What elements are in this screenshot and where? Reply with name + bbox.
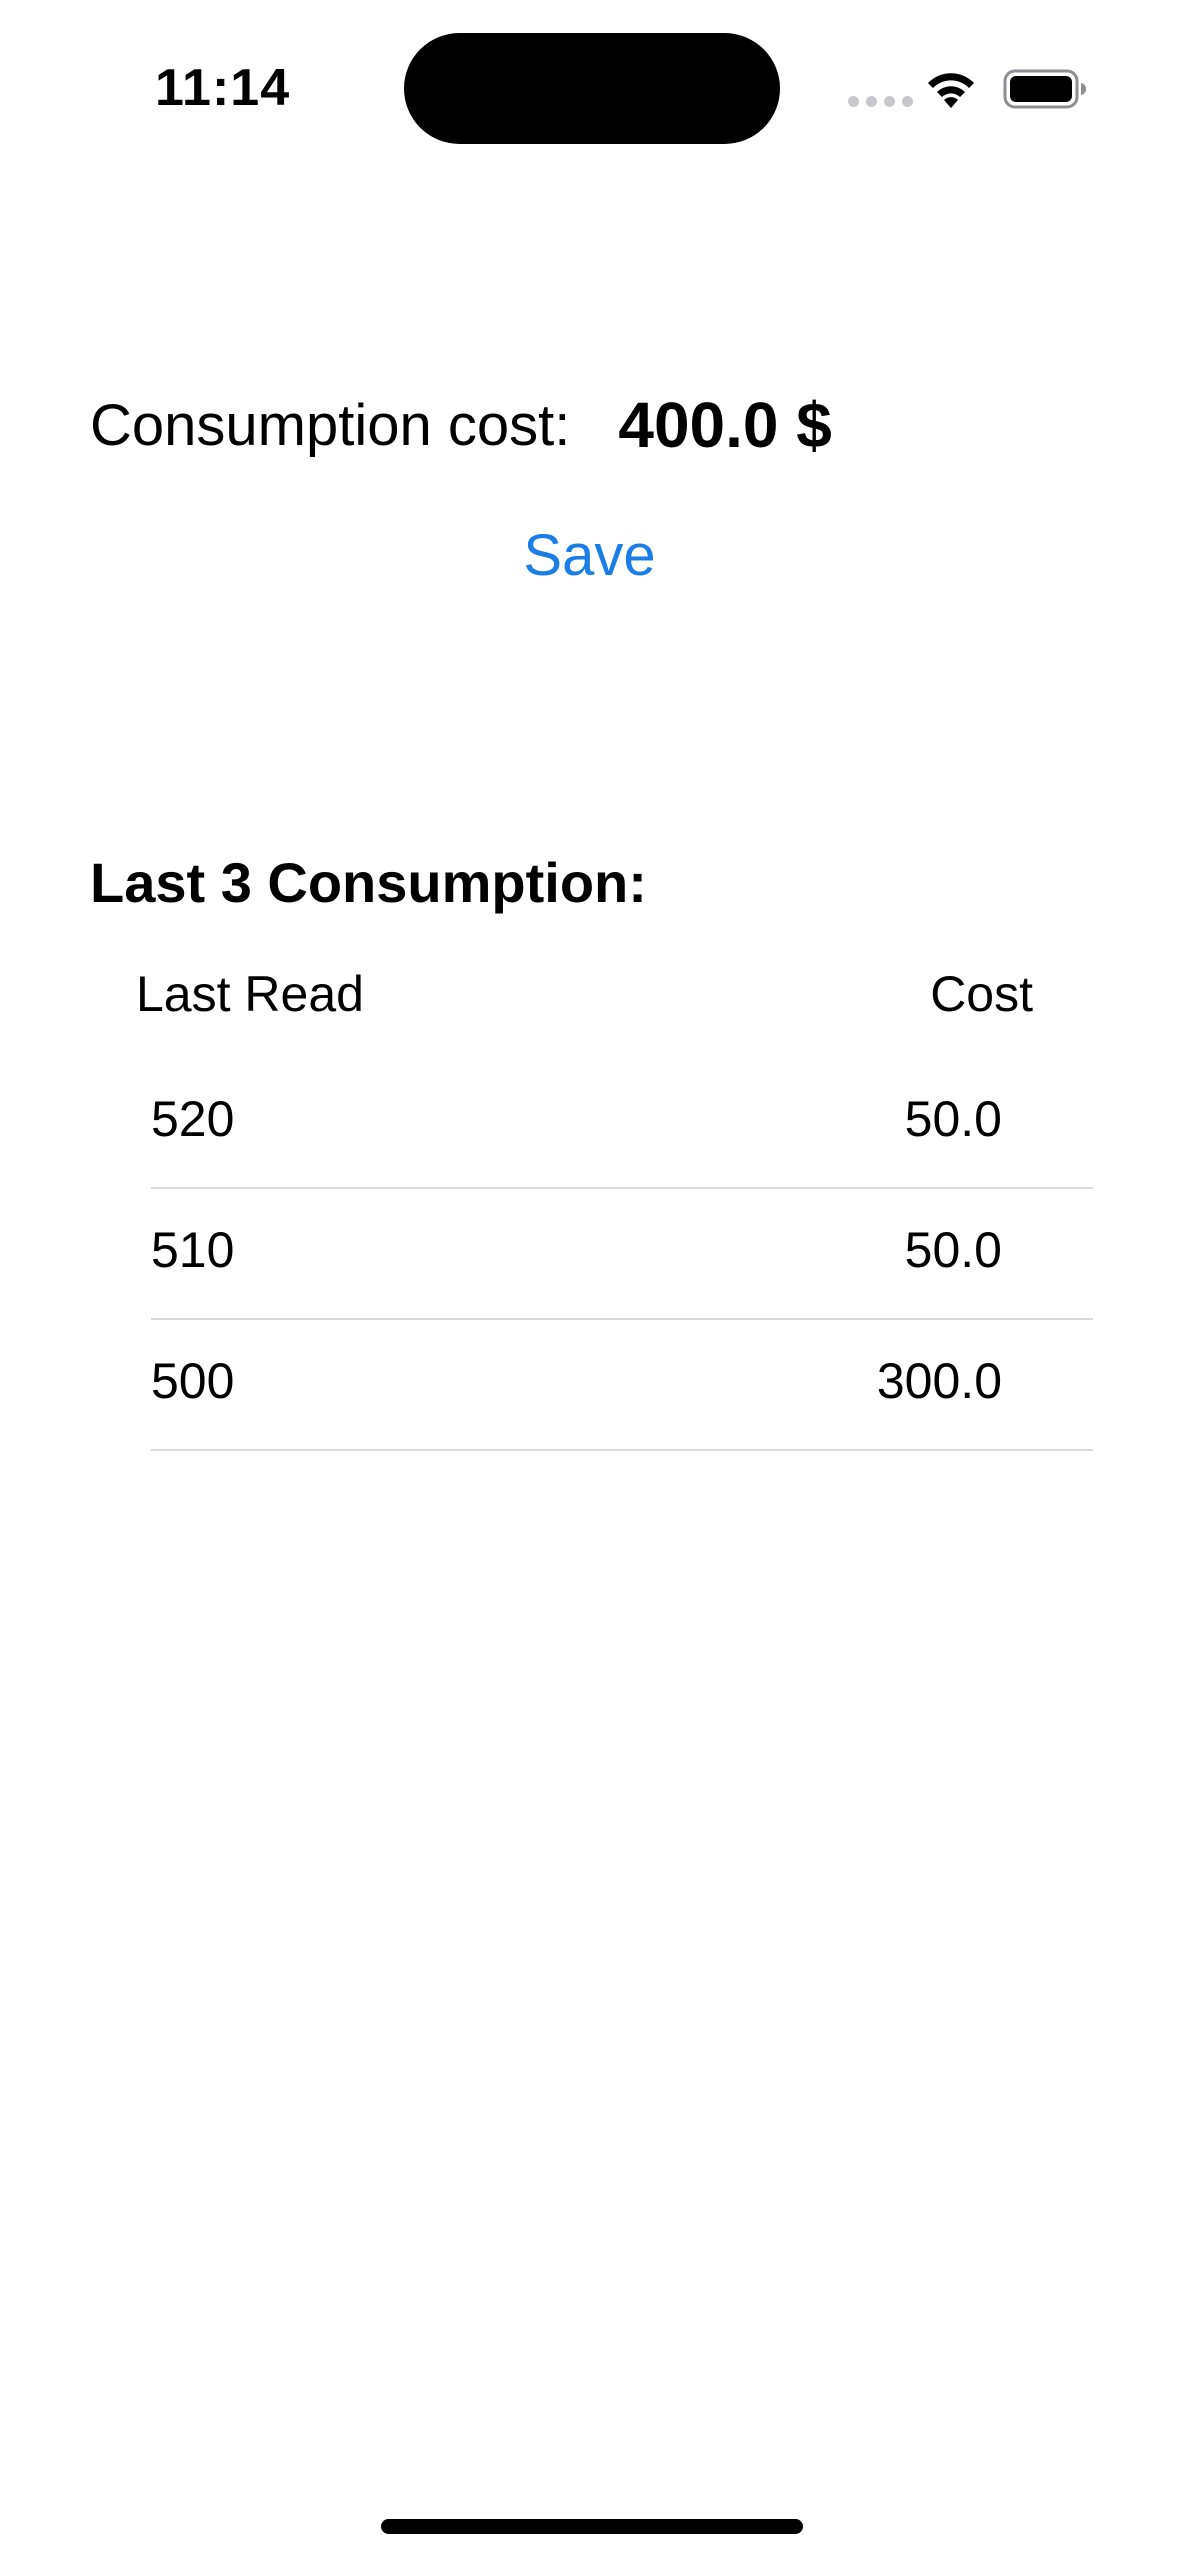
status-bar: 11:14 xyxy=(0,0,1179,180)
cost-cell: 50.0 xyxy=(904,1222,1002,1278)
last-read-cell: 510 xyxy=(151,1222,235,1278)
cost-cell: 50.0 xyxy=(904,1091,1002,1147)
status-time: 11:14 xyxy=(155,59,291,117)
cellular-signal-icon xyxy=(848,96,913,107)
last-read-cell: 500 xyxy=(151,1353,235,1409)
home-indicator[interactable] xyxy=(381,2519,803,2534)
cost-cell: 300.0 xyxy=(876,1353,1002,1409)
table-row[interactable]: 500 300.0 xyxy=(151,1320,1093,1451)
table-row[interactable]: 510 50.0 xyxy=(151,1189,1093,1320)
consumption-cost-label: Consumption cost: xyxy=(90,392,571,458)
wifi-icon xyxy=(928,73,974,108)
consumption-cost-value: 400.0 $ xyxy=(618,389,832,461)
column-header-cost: Cost xyxy=(930,966,1033,1022)
consumption-cost-row: Consumption cost: 400.0 $ xyxy=(90,385,832,465)
column-header-last-read: Last Read xyxy=(136,966,364,1022)
last-read-cell: 520 xyxy=(151,1091,235,1147)
battery-icon xyxy=(1003,69,1086,109)
table-row[interactable]: 520 50.0 xyxy=(151,1058,1093,1189)
dynamic-island xyxy=(404,33,780,144)
consumption-history-table: 520 50.0 510 50.0 500 300.0 xyxy=(151,1058,1093,1451)
save-button[interactable]: Save xyxy=(523,523,656,588)
history-title: Last 3 Consumption: xyxy=(90,851,647,914)
